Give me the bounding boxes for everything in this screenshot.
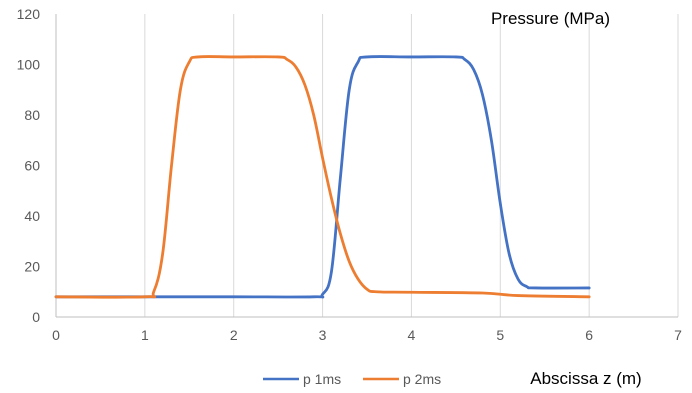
axes: 0 1 2 3 4 5 6 7 0 20 40 60 80 100 120 xyxy=(17,6,682,343)
legend-label-p-2ms: p 2ms xyxy=(403,371,441,387)
x-tick-label: 4 xyxy=(408,327,416,343)
series-lines xyxy=(54,55,591,299)
x-axis-title: Abscissa z (m) xyxy=(530,369,641,388)
x-tick-label: 7 xyxy=(674,327,682,343)
y-tick-label: 100 xyxy=(17,57,41,73)
y-tick-label: 40 xyxy=(24,208,40,224)
series-line-p-2ms xyxy=(54,55,591,299)
y-tick-label: 80 xyxy=(24,107,40,123)
legend: p 1ms p 2ms xyxy=(263,371,441,387)
y-axis-title: Pressure (MPa) xyxy=(491,9,610,28)
x-tick-label: 6 xyxy=(585,327,593,343)
grid xyxy=(144,14,679,317)
y-tick-label: 60 xyxy=(24,158,40,174)
legend-label-p-1ms: p 1ms xyxy=(303,371,341,387)
x-tick-label: 5 xyxy=(496,327,504,343)
series-line-p-1ms xyxy=(54,55,591,299)
x-tick-label: 0 xyxy=(52,327,60,343)
x-tick-label: 3 xyxy=(319,327,327,343)
y-tick-label: 120 xyxy=(17,6,41,22)
x-tick-label: 1 xyxy=(141,327,149,343)
y-tick-label: 0 xyxy=(32,309,40,325)
x-tick-label: 2 xyxy=(230,327,238,343)
y-tick-label: 20 xyxy=(24,259,40,275)
